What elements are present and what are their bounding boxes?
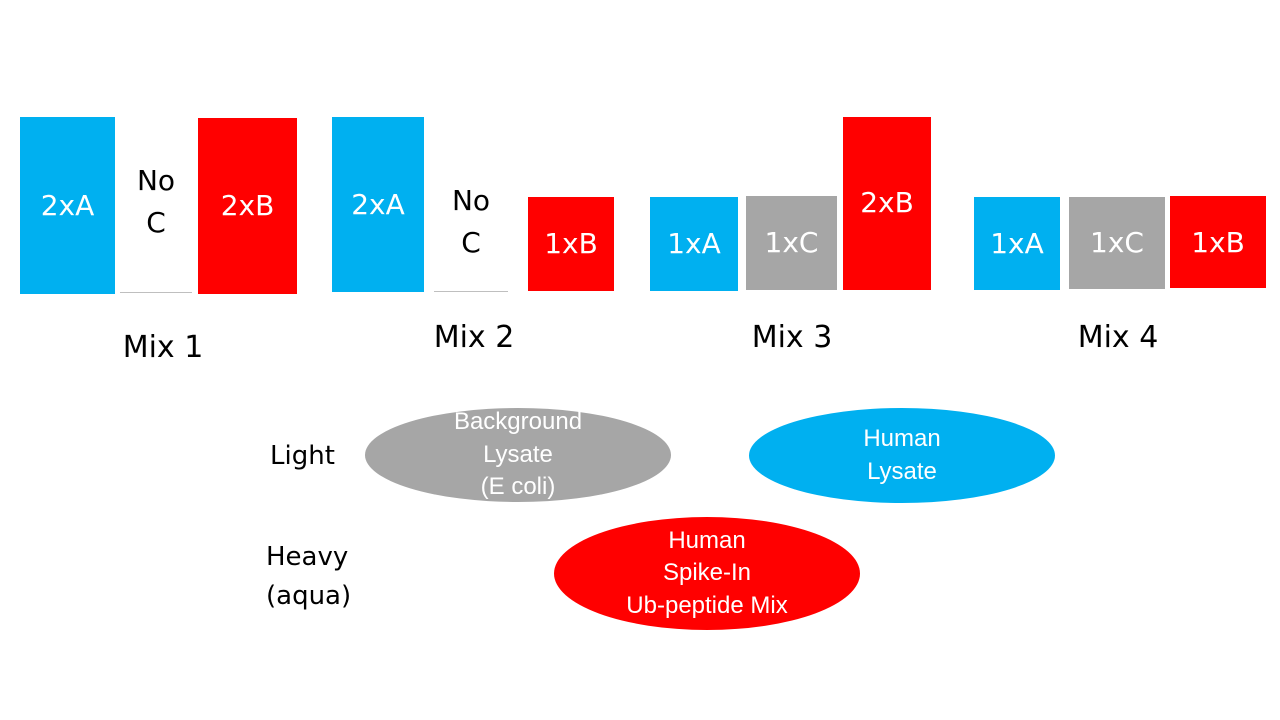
mix1-label: Mix 1 [122,330,204,365]
mix4-block-1xB: 1xB [1170,196,1266,288]
block-label: 1xB [544,227,598,260]
block-label: 1xA [667,227,721,260]
mix2-label: Mix 2 [433,320,515,355]
block-label: 2xA [40,188,95,222]
mix1-block-2xA: 2xA [20,117,115,294]
mix2-block-2xA: 2xA [332,117,424,292]
mix2-block-1xB: 1xB [528,197,614,291]
mix3-label: Mix 3 [751,320,833,355]
block-label: No C [136,164,176,239]
block-label: 2xA [351,187,405,221]
mix3-block-2xB: 2xB [843,117,931,290]
mix2-block-no-c: No C [434,180,508,292]
block-label: 1xC [1090,226,1144,259]
block-label: No C [451,184,491,259]
mix1-block-no-c: No C [120,160,192,293]
block-label: 2xB [220,189,275,222]
block-label: 1xA [990,226,1044,260]
mix3-block-1xC: 1xC [746,196,837,290]
human-spike-in-ellipse: Human Spike-In Ub-peptide Mix [554,517,860,630]
mix4-label: Mix 4 [1077,320,1159,355]
mix4-block-1xC: 1xC [1069,197,1165,289]
block-label: 2xB [860,186,914,219]
row-label-light: Light [270,441,335,471]
block-label: 1xB [1191,226,1245,259]
background-lysate-ellipse: Background Lysate (E coli) [365,408,671,502]
mix3-block-1xA: 1xA [650,197,738,291]
human-lysate-ellipse: Human Lysate [749,408,1055,503]
mix4-block-1xA: 1xA [974,197,1060,290]
block-label: 1xC [764,226,819,259]
mix1-block-2xB: 2xB [198,118,297,294]
row-label-heavy: Heavy (aqua) [266,542,352,611]
